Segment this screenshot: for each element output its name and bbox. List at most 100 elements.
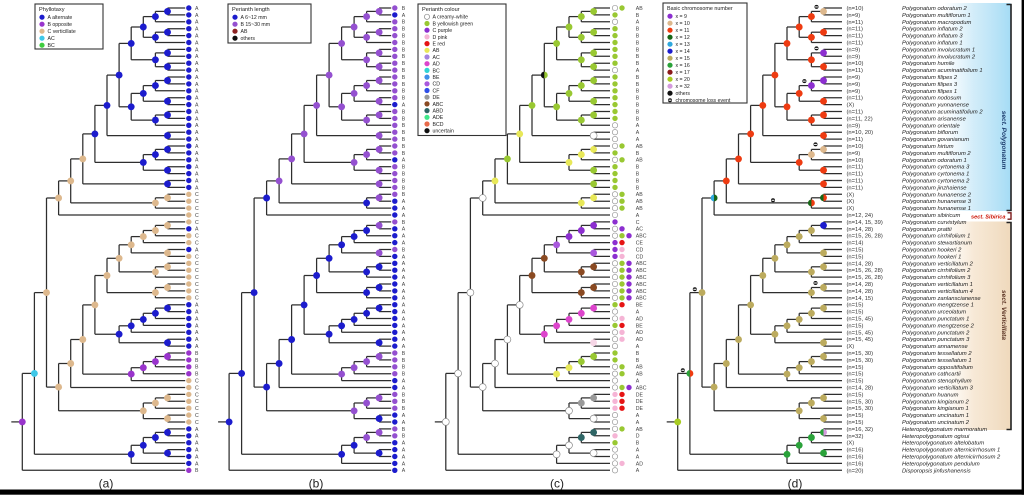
svg-text:Polygonatum inflatum 2: Polygonatum inflatum 2 (902, 27, 963, 33)
svg-text:A: A (636, 68, 640, 74)
svg-text:A: A (636, 454, 640, 460)
svg-text:B: B (402, 96, 406, 102)
svg-text:B: B (402, 434, 406, 440)
svg-text:B: B (636, 116, 640, 122)
svg-text:Polygonatum multiflorum 1: Polygonatum multiflorum 1 (902, 13, 971, 19)
svg-text:Heteropolygonatum marmoratum: Heteropolygonatum marmoratum (902, 427, 987, 433)
svg-text:A: A (402, 241, 406, 247)
svg-text:Polygonatum mengtzense 1: Polygonatum mengtzense 1 (902, 303, 974, 309)
svg-text:A: A (636, 413, 640, 419)
svg-text:(n=15): (n=15) (847, 392, 864, 398)
svg-text:AC: AC (48, 36, 55, 42)
svg-text:Polygonatum uncinatum 2: Polygonatum uncinatum 2 (902, 420, 970, 426)
svg-text:B: B (402, 220, 406, 226)
svg-text:A: A (402, 261, 406, 267)
svg-text:B: B (195, 365, 199, 371)
svg-text:C: C (195, 379, 199, 385)
svg-text:A: A (402, 206, 406, 212)
svg-text:B: B (402, 116, 406, 122)
svg-text:B: B (636, 441, 640, 447)
svg-text:x = 13: x = 13 (676, 42, 690, 48)
svg-text:A: A (402, 282, 406, 288)
svg-text:B: B (636, 178, 640, 184)
svg-text:(n=16, 32): (n=16, 32) (847, 427, 874, 433)
svg-text:B opposite: B opposite (48, 22, 73, 28)
svg-text:chromosome loss event: chromosome loss event (676, 98, 731, 104)
svg-text:A: A (195, 89, 199, 95)
svg-text:Polygonatum orientale: Polygonatum orientale (902, 123, 960, 129)
svg-text:E red: E red (433, 42, 446, 48)
svg-text:A: A (195, 303, 199, 309)
svg-text:(n=9): (n=9) (847, 75, 861, 81)
svg-text:A: A (195, 137, 199, 143)
svg-text:Polygonatum biflorum: Polygonatum biflorum (902, 130, 958, 136)
svg-text:C: C (195, 213, 199, 219)
svg-text:A: A (402, 413, 406, 419)
svg-text:B: B (402, 82, 406, 88)
svg-text:(n=16): (n=16) (847, 448, 864, 454)
svg-text:Polygonatum urceolatum: Polygonatum urceolatum (902, 310, 966, 316)
svg-text:(n=15, 30): (n=15, 30) (847, 351, 874, 357)
svg-text:B: B (402, 372, 406, 378)
svg-text:A: A (402, 268, 406, 274)
svg-text:B: B (636, 61, 640, 67)
svg-text:A: A (195, 165, 199, 171)
svg-text:(n=16): (n=16) (847, 455, 864, 461)
svg-text:B: B (402, 392, 406, 398)
svg-text:Polygonatum cirrhifolium 2: Polygonatum cirrhifolium 2 (902, 268, 971, 274)
svg-text:B: B (636, 75, 640, 81)
svg-text:B: B (402, 399, 406, 405)
svg-text:sect. Polygonatum: sect. Polygonatum (1000, 111, 1007, 170)
svg-text:sect. Sibirica: sect. Sibirica (971, 214, 1006, 220)
svg-text:CD: CD (636, 254, 644, 260)
svg-text:Phyllotaxy: Phyllotaxy (39, 7, 65, 13)
svg-text:A: A (195, 172, 199, 178)
svg-text:AC: AC (433, 55, 440, 61)
svg-text:(n=11): (n=11) (847, 41, 864, 47)
svg-text:A: A (195, 20, 199, 26)
svg-text:Polygonatum hunanense 2: Polygonatum hunanense 2 (902, 192, 972, 198)
svg-text:ABC: ABC (636, 282, 647, 288)
svg-text:B: B (636, 96, 640, 102)
svg-text:Polygonatum prattii: Polygonatum prattii (902, 227, 952, 233)
svg-text:A: A (195, 454, 199, 460)
svg-text:A: A (402, 227, 406, 233)
svg-text:B: B (402, 406, 406, 412)
svg-text:Polygonatum cyrtonema 1: Polygonatum cyrtonema 1 (902, 172, 969, 178)
svg-text:(n=14): (n=14) (847, 241, 864, 247)
svg-text:ABD: ABD (433, 109, 444, 115)
svg-text:(n=11): (n=11) (847, 172, 864, 178)
svg-text:B: B (402, 109, 406, 115)
svg-text:Polygonatum jinzhaiense: Polygonatum jinzhaiense (902, 185, 967, 191)
svg-text:A: A (402, 303, 406, 309)
svg-text:(n=11): (n=11) (847, 137, 864, 143)
svg-text:Polygonatum odoratum 2: Polygonatum odoratum 2 (902, 6, 968, 12)
svg-text:A: A (195, 47, 199, 53)
svg-text:AD: AD (636, 337, 643, 343)
svg-text:Polygonatum verticillatum 1: Polygonatum verticillatum 1 (902, 282, 973, 288)
svg-text:Polygonatum kingianum 2: Polygonatum kingianum 2 (902, 399, 969, 405)
svg-text:B: B (402, 27, 406, 33)
svg-text:A: A (195, 427, 199, 433)
svg-text:C: C (195, 241, 199, 247)
svg-text:B: B (402, 130, 406, 136)
svg-text:B: B (402, 351, 406, 357)
svg-text:Heteropolygonatum alternicirrh: Heteropolygonatum alternicirrhosum 1 (902, 448, 1000, 454)
svg-text:B 15~30 mm: B 15~30 mm (241, 22, 271, 28)
svg-text:(n=11): (n=11) (847, 185, 864, 191)
svg-text:DE: DE (636, 392, 644, 398)
svg-text:(n=10): (n=10) (847, 61, 864, 67)
svg-text:Perianth colour: Perianth colour (422, 7, 460, 13)
svg-text:x = 11: x = 11 (676, 28, 690, 34)
svg-text:ABC: ABC (433, 102, 444, 108)
svg-text:Polygonatum inflatum 3: Polygonatum inflatum 3 (902, 34, 963, 40)
svg-text:A: A (636, 379, 640, 385)
svg-text:Polygonatum cyrtonema 2: Polygonatum cyrtonema 2 (902, 179, 970, 185)
svg-text:B: B (195, 351, 199, 357)
svg-text:x = 12: x = 12 (676, 35, 690, 41)
svg-text:(n=15): (n=15) (847, 310, 864, 316)
svg-text:Polygonatum filipes 2: Polygonatum filipes 2 (902, 75, 958, 81)
svg-text:(n=32): (n=32) (847, 434, 864, 440)
svg-text:A: A (195, 247, 199, 253)
svg-text:(n=15): (n=15) (847, 248, 864, 254)
